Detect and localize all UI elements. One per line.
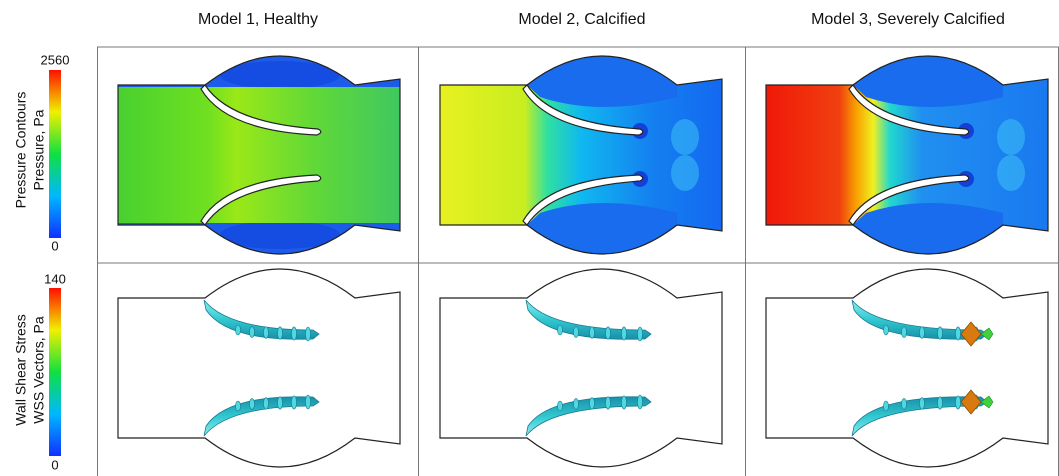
contour	[440, 47, 722, 263]
column-title: Model 3, Severely Calcified	[811, 11, 1005, 28]
ridge	[292, 327, 297, 340]
scale-max: 2560	[41, 52, 70, 67]
pressure-model	[440, 47, 722, 263]
ridge	[902, 399, 907, 410]
ridge	[956, 396, 961, 409]
ridge	[574, 399, 579, 410]
panels	[118, 47, 1048, 467]
ridge	[236, 401, 241, 411]
bulb-bot	[527, 203, 677, 254]
contour	[766, 47, 1048, 263]
figure: Model 1, Healthy Model 2, Calcified Mode…	[0, 0, 1059, 476]
ridge	[306, 327, 311, 341]
ridge	[306, 395, 311, 409]
wss-model	[440, 269, 722, 467]
wss-model	[766, 269, 1048, 467]
ridge	[558, 325, 563, 335]
ridge	[884, 325, 889, 335]
color-bar	[49, 70, 61, 238]
ridge	[250, 399, 255, 410]
outline	[766, 269, 1048, 467]
ridge	[574, 327, 579, 338]
hot-spot	[997, 155, 1025, 191]
hot-spot	[671, 155, 699, 191]
column-title: Model 1, Healthy	[198, 11, 318, 28]
ridge	[250, 327, 255, 338]
row-label: WSS Vectors, Pa	[31, 316, 47, 424]
ridge	[264, 398, 269, 410]
ridge	[264, 327, 269, 339]
ridge	[558, 401, 563, 411]
pressure-model	[766, 47, 1048, 263]
jet	[118, 87, 400, 223]
ridge	[622, 396, 627, 409]
outline	[440, 269, 722, 467]
ridge	[956, 327, 961, 340]
ridge	[590, 327, 595, 339]
ridge	[278, 397, 283, 409]
contour	[118, 47, 400, 263]
hot-spot	[997, 119, 1025, 155]
scale-max: 140	[44, 271, 66, 286]
pressure-model	[118, 47, 400, 263]
ridge	[920, 327, 925, 339]
ridge	[902, 327, 907, 338]
row-label: Wall Shear Stress	[13, 314, 29, 426]
column-title: Model 2, Calcified	[518, 11, 645, 28]
ridge	[638, 327, 643, 341]
ridge	[638, 395, 643, 409]
ridge	[884, 401, 889, 411]
ridge	[590, 398, 595, 410]
ridge	[606, 327, 611, 339]
ridge	[606, 397, 611, 409]
hot-spot	[671, 119, 699, 155]
scale-min: 0	[51, 238, 58, 253]
row-label: Pressure Contours	[13, 92, 29, 209]
row-label: Pressure, Pa	[31, 109, 47, 190]
outline	[118, 269, 400, 467]
scale-min: 0	[51, 457, 58, 472]
ridge	[920, 398, 925, 410]
bulb-top	[853, 56, 1003, 107]
color-bar	[49, 288, 61, 456]
ridge	[236, 325, 241, 335]
ridge	[938, 327, 943, 339]
ridge	[292, 396, 297, 409]
ridge	[938, 397, 943, 409]
ridge	[278, 327, 283, 339]
bulb-top	[527, 56, 677, 107]
bulb-bot	[853, 203, 1003, 254]
ridge	[622, 327, 627, 340]
wss-model	[118, 269, 400, 467]
